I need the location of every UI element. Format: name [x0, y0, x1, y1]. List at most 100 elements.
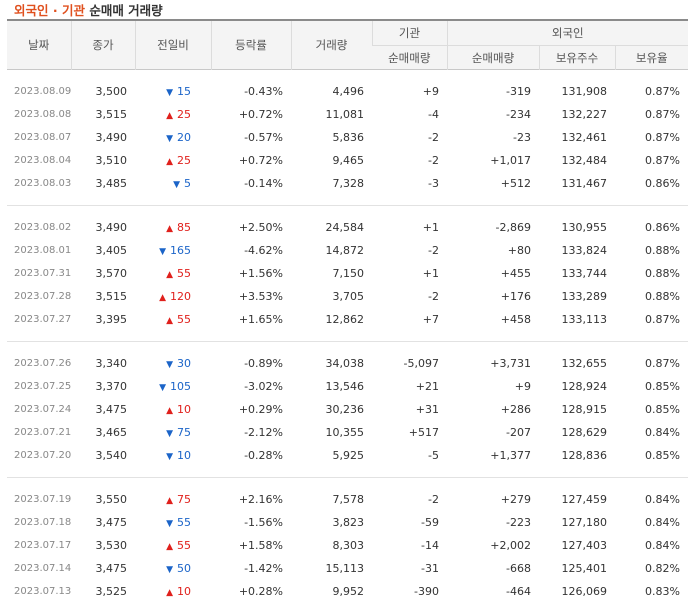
cell-foreign-net: +512	[447, 172, 539, 195]
title-investor-institution: 외국인 · 기관	[14, 3, 85, 18]
cell-foreign-net: +458	[447, 308, 539, 331]
cell-hold-ratio: 0.86%	[615, 172, 688, 195]
cell-volume: 9,952	[291, 580, 372, 603]
cell-inst-net: -14	[372, 534, 447, 557]
cell-change: ▲75	[135, 488, 211, 511]
cell-date: 2023.08.03	[7, 172, 71, 195]
cell-hold-ratio: 0.88%	[615, 239, 688, 262]
cell-holdings: 128,629	[539, 421, 615, 444]
cell-close: 3,550	[71, 488, 135, 511]
cell-hold-ratio: 0.86%	[615, 216, 688, 239]
cell-change: ▲85	[135, 216, 211, 239]
cell-inst-net: +21	[372, 375, 447, 398]
cell-hold-ratio: 0.84%	[615, 534, 688, 557]
change-value: 55	[177, 313, 191, 326]
cell-date: 2023.07.13	[7, 580, 71, 603]
triangle-down-icon: ▼	[159, 383, 166, 393]
cell-inst-net: -4	[372, 103, 447, 126]
cell-inst-net: -5,097	[372, 352, 447, 375]
header-foreign: 외국인	[447, 20, 688, 46]
cell-holdings: 127,403	[539, 534, 615, 557]
cell-change: ▲10	[135, 398, 211, 421]
cell-date: 2023.07.19	[7, 488, 71, 511]
cell-change: ▼30	[135, 352, 211, 375]
change-value: 75	[177, 426, 191, 439]
cell-rate: +1.56%	[211, 262, 291, 285]
row-divider	[7, 342, 688, 353]
cell-hold-ratio: 0.87%	[615, 308, 688, 331]
cell-volume: 3,823	[291, 511, 372, 534]
cell-volume: 30,236	[291, 398, 372, 421]
change-value: 105	[170, 380, 191, 393]
cell-holdings: 133,744	[539, 262, 615, 285]
row-divider	[7, 206, 688, 217]
cell-rate: +2.50%	[211, 216, 291, 239]
row-divider-cell	[7, 478, 688, 489]
cell-foreign-net: -668	[447, 557, 539, 580]
cell-hold-ratio: 0.88%	[615, 285, 688, 308]
cell-inst-net: -2	[372, 239, 447, 262]
header-inst-net: 순매매량	[372, 46, 447, 70]
header-date: 날짜	[7, 20, 71, 70]
cell-date: 2023.08.07	[7, 126, 71, 149]
cell-date: 2023.07.25	[7, 375, 71, 398]
header-rate: 등락률	[211, 20, 291, 70]
row-divider	[7, 195, 688, 206]
cell-hold-ratio: 0.84%	[615, 421, 688, 444]
row-divider-cell	[7, 70, 688, 81]
cell-hold-ratio: 0.83%	[615, 580, 688, 603]
cell-holdings: 132,655	[539, 352, 615, 375]
cell-holdings: 128,836	[539, 444, 615, 467]
triangle-up-icon: ▲	[166, 111, 173, 121]
cell-holdings: 133,113	[539, 308, 615, 331]
cell-close: 3,570	[71, 262, 135, 285]
cell-date: 2023.07.21	[7, 421, 71, 444]
cell-holdings: 131,908	[539, 80, 615, 103]
triangle-down-icon: ▼	[166, 452, 173, 462]
change-value: 10	[177, 449, 191, 462]
cell-holdings: 127,459	[539, 488, 615, 511]
cell-close: 3,510	[71, 149, 135, 172]
cell-inst-net: +7	[372, 308, 447, 331]
cell-rate: -3.02%	[211, 375, 291, 398]
row-divider	[7, 467, 688, 478]
triangle-down-icon: ▼	[166, 519, 173, 529]
cell-holdings: 125,401	[539, 557, 615, 580]
cell-rate: +0.28%	[211, 580, 291, 603]
cell-rate: -0.28%	[211, 444, 291, 467]
cell-change: ▼ 105	[135, 375, 211, 398]
trading-table: 날짜 종가 전일비 등락률 거래량 기관 외국인 순매매량 순매매량 보유주수 …	[7, 19, 688, 603]
change-value: 5	[184, 177, 191, 190]
cell-volume: 24,584	[291, 216, 372, 239]
header-change: 전일비	[135, 20, 211, 70]
triangle-down-icon: ▼	[166, 360, 173, 370]
cell-change: ▼15	[135, 80, 211, 103]
change-value: 10	[177, 585, 191, 598]
cell-date: 2023.07.24	[7, 398, 71, 421]
cell-inst-net: +1	[372, 216, 447, 239]
cell-rate: +1.58%	[211, 534, 291, 557]
triangle-up-icon: ▲	[166, 157, 173, 167]
cell-close: 3,500	[71, 80, 135, 103]
cell-volume: 11,081	[291, 103, 372, 126]
title-net-volume: 순매매 거래량	[89, 3, 162, 18]
cell-holdings: 128,915	[539, 398, 615, 421]
cell-volume: 7,328	[291, 172, 372, 195]
cell-inst-net: +9	[372, 80, 447, 103]
cell-close: 3,475	[71, 511, 135, 534]
triangle-down-icon: ▼	[166, 134, 173, 144]
cell-hold-ratio: 0.85%	[615, 375, 688, 398]
triangle-down-icon: ▼	[166, 429, 173, 439]
cell-hold-ratio: 0.85%	[615, 398, 688, 421]
cell-change: ▼50	[135, 557, 211, 580]
change-value: 55	[177, 539, 191, 552]
